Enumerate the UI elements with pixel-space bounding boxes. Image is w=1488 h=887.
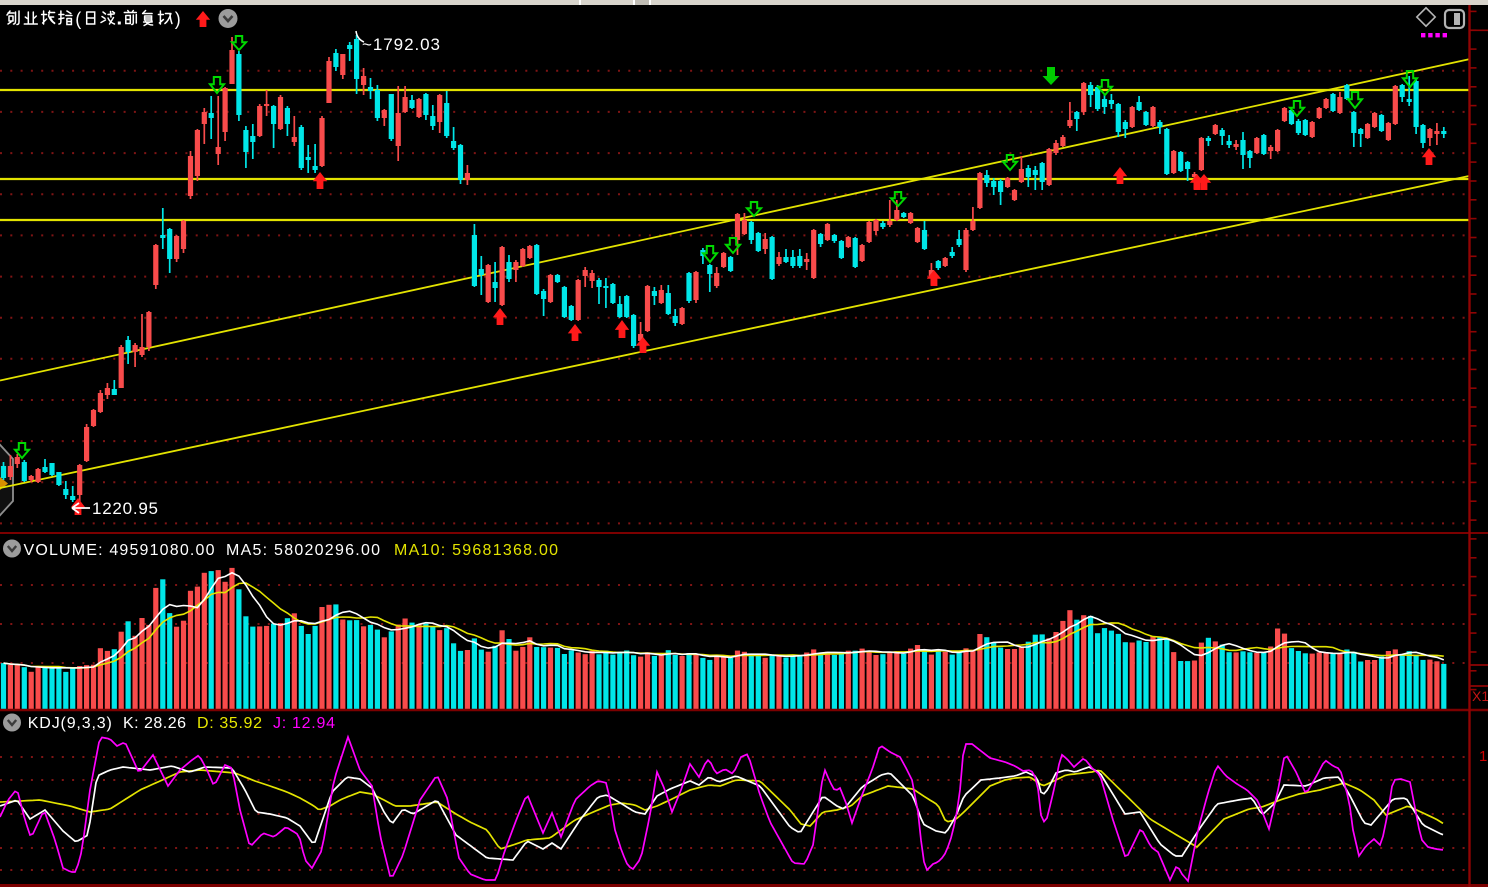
svg-text:1: 1 bbox=[1479, 748, 1487, 765]
svg-text:K: 28.26: K: 28.26 bbox=[123, 715, 186, 732]
svg-text:): ) bbox=[175, 9, 181, 29]
svg-text:1220.95: 1220.95 bbox=[92, 499, 158, 518]
svg-text:KDJ(9,3,3): KDJ(9,3,3) bbox=[28, 715, 112, 732]
svg-text:(: ( bbox=[75, 9, 81, 29]
svg-text:MA5: 58020296.00: MA5: 58020296.00 bbox=[226, 542, 380, 559]
svg-text:VOLUME: 49591080.00: VOLUME: 49591080.00 bbox=[24, 542, 215, 559]
svg-text:X1: X1 bbox=[1472, 688, 1488, 704]
svg-text:MA10: 59681368.00: MA10: 59681368.00 bbox=[394, 542, 558, 559]
svg-text:~1792.03: ~1792.03 bbox=[362, 35, 440, 54]
svg-text:D: 35.92: D: 35.92 bbox=[197, 715, 262, 732]
svg-text:J: 12.94: J: 12.94 bbox=[273, 715, 335, 732]
